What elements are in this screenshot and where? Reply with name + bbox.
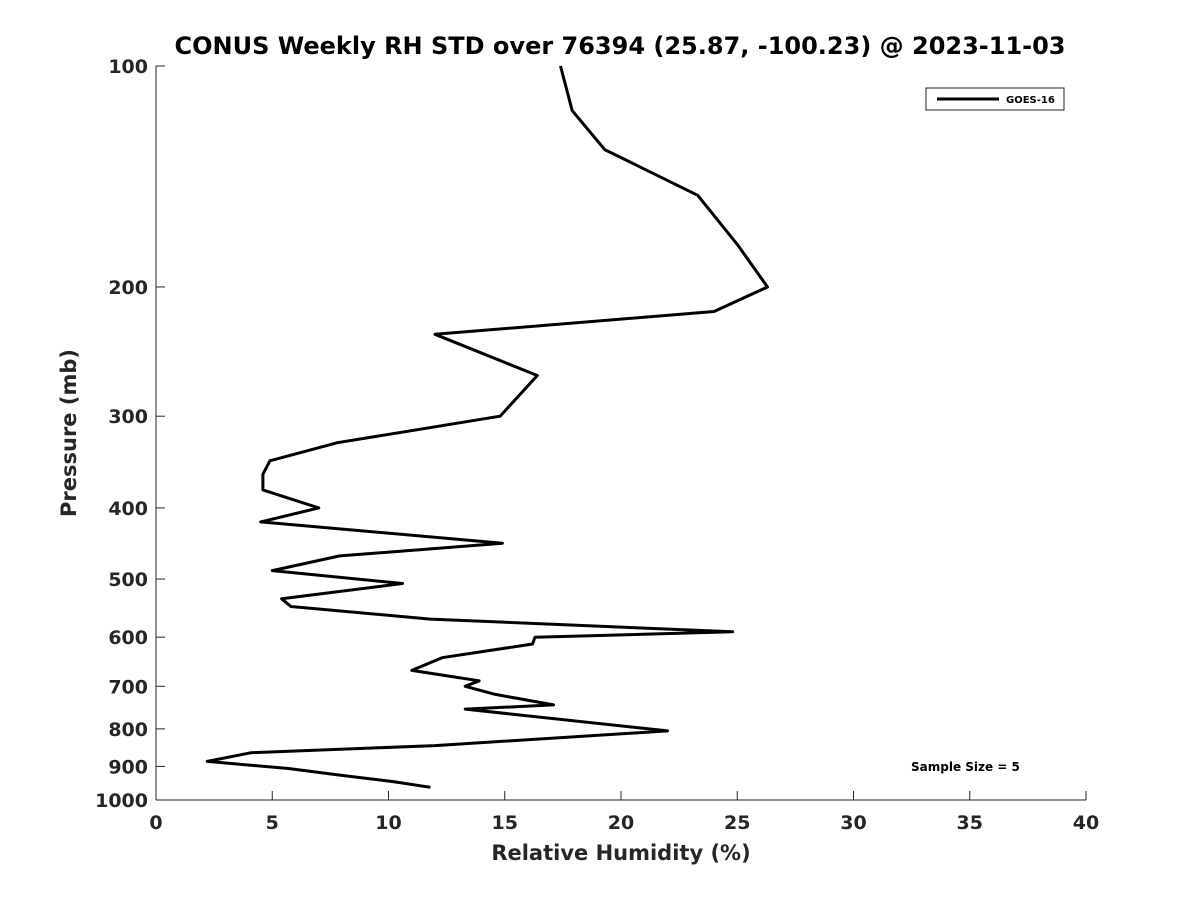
x-tick-label: 40 [1073, 812, 1099, 834]
legend-label-goes-16: GOES-16 [1006, 95, 1055, 106]
y-tick-label: 1000 [95, 790, 148, 812]
y-axis-label: Pressure (mb) [57, 349, 81, 517]
y-axis-ticks: 100 200 300 400 500 600 700 800 900 1000 [95, 56, 165, 812]
y-tick-label: 700 [108, 676, 148, 698]
x-tick-label: 30 [840, 812, 866, 834]
series-line-goes-16 [205, 65, 769, 789]
x-tick-label: 5 [266, 812, 279, 834]
plot-area [155, 66, 1086, 801]
y-tick-label: 900 [108, 756, 148, 778]
y-tick-label: 500 [108, 569, 148, 591]
x-tick-label: 15 [492, 812, 518, 834]
x-tick-label: 35 [957, 812, 983, 834]
x-tick-label: 25 [724, 812, 750, 834]
y-tick-label: 600 [108, 627, 148, 649]
y-tick-label: 100 [108, 56, 148, 78]
sample-size-annotation: Sample Size = 5 [911, 760, 1020, 774]
chart-title: CONUS Weekly RH STD over 76394 (25.87, -… [174, 32, 1065, 60]
x-tick-label: 10 [375, 812, 401, 834]
y-tick-label: 400 [108, 498, 148, 520]
y-tick-label: 800 [108, 719, 148, 741]
y-tick-label: 300 [108, 406, 148, 428]
x-tick-label: 0 [149, 812, 162, 834]
y-tick-label: 200 [108, 277, 148, 299]
x-tick-label: 20 [608, 812, 634, 834]
x-axis-label: Relative Humidity (%) [491, 841, 750, 865]
series-layer [205, 65, 769, 789]
legend: GOES-16 [925, 87, 1065, 111]
x-axis-ticks: 0 5 10 15 20 25 30 35 40 [149, 791, 1099, 834]
